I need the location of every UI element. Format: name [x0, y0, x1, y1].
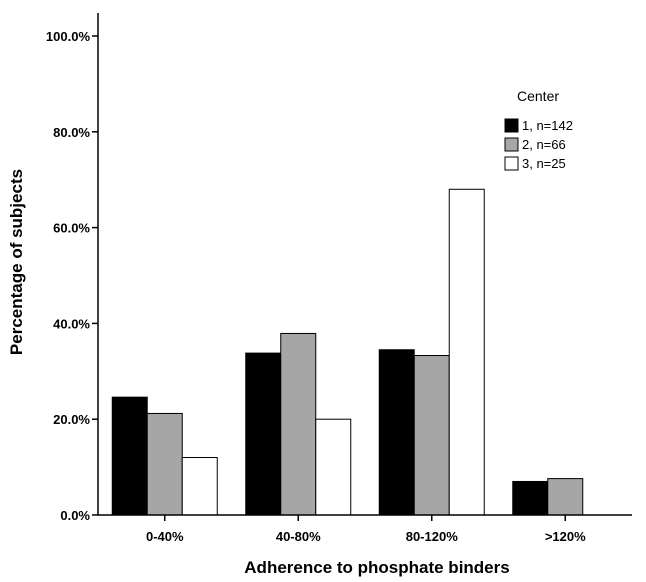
- bar-series2-4: [547, 478, 584, 516]
- bar-series1-2: [245, 352, 282, 516]
- bar-series3-3: [448, 188, 485, 516]
- y-tick-label: 20.0%: [53, 412, 90, 427]
- bar-series1-1: [111, 396, 148, 516]
- y-tick-label: 40.0%: [53, 316, 90, 331]
- bar-series2-2: [280, 332, 317, 516]
- axes-group: [97, 13, 632, 516]
- y-tick-label: 0.0%: [60, 508, 90, 523]
- x-tick-label: 80-120%: [406, 529, 458, 544]
- x-tick-label: 40-80%: [276, 529, 321, 544]
- legend-label: 3, n=25: [522, 156, 566, 171]
- x-ticks-group: 0-40% 40-80% 80-120% >120%: [146, 515, 586, 544]
- bar-series3-2: [315, 418, 352, 516]
- y-tick-label: 80.0%: [53, 125, 90, 140]
- legend-title: Center: [517, 88, 559, 104]
- y-axis-title: Percentage of subjects: [7, 169, 26, 355]
- x-axis-title: Adherence to phosphate binders: [244, 558, 509, 577]
- y-tick-label: 100.0%: [46, 29, 91, 44]
- legend-label: 2, n=66: [522, 137, 566, 152]
- y-ticks-group: 0.0% 20.0% 40.0% 60.0% 80.0% 100.0%: [46, 29, 98, 523]
- legend-label: 1, n=142: [522, 118, 573, 133]
- bar-series2-1: [146, 412, 183, 516]
- y-tick-label: 60.0%: [53, 221, 90, 236]
- bar-series1-4: [512, 480, 549, 516]
- x-tick-label: 0-40%: [146, 529, 184, 544]
- bars-group: [111, 188, 584, 516]
- legend-swatch: [504, 118, 519, 133]
- bar-series3-1: [181, 457, 218, 516]
- legend-swatch: [504, 156, 519, 171]
- x-tick-label: >120%: [545, 529, 586, 544]
- bar-series1-3: [378, 349, 415, 516]
- legend: Center 1, n=142 2, n=66 3, n=25: [504, 88, 573, 171]
- bar-series2-3: [413, 354, 450, 516]
- legend-swatch: [504, 137, 519, 152]
